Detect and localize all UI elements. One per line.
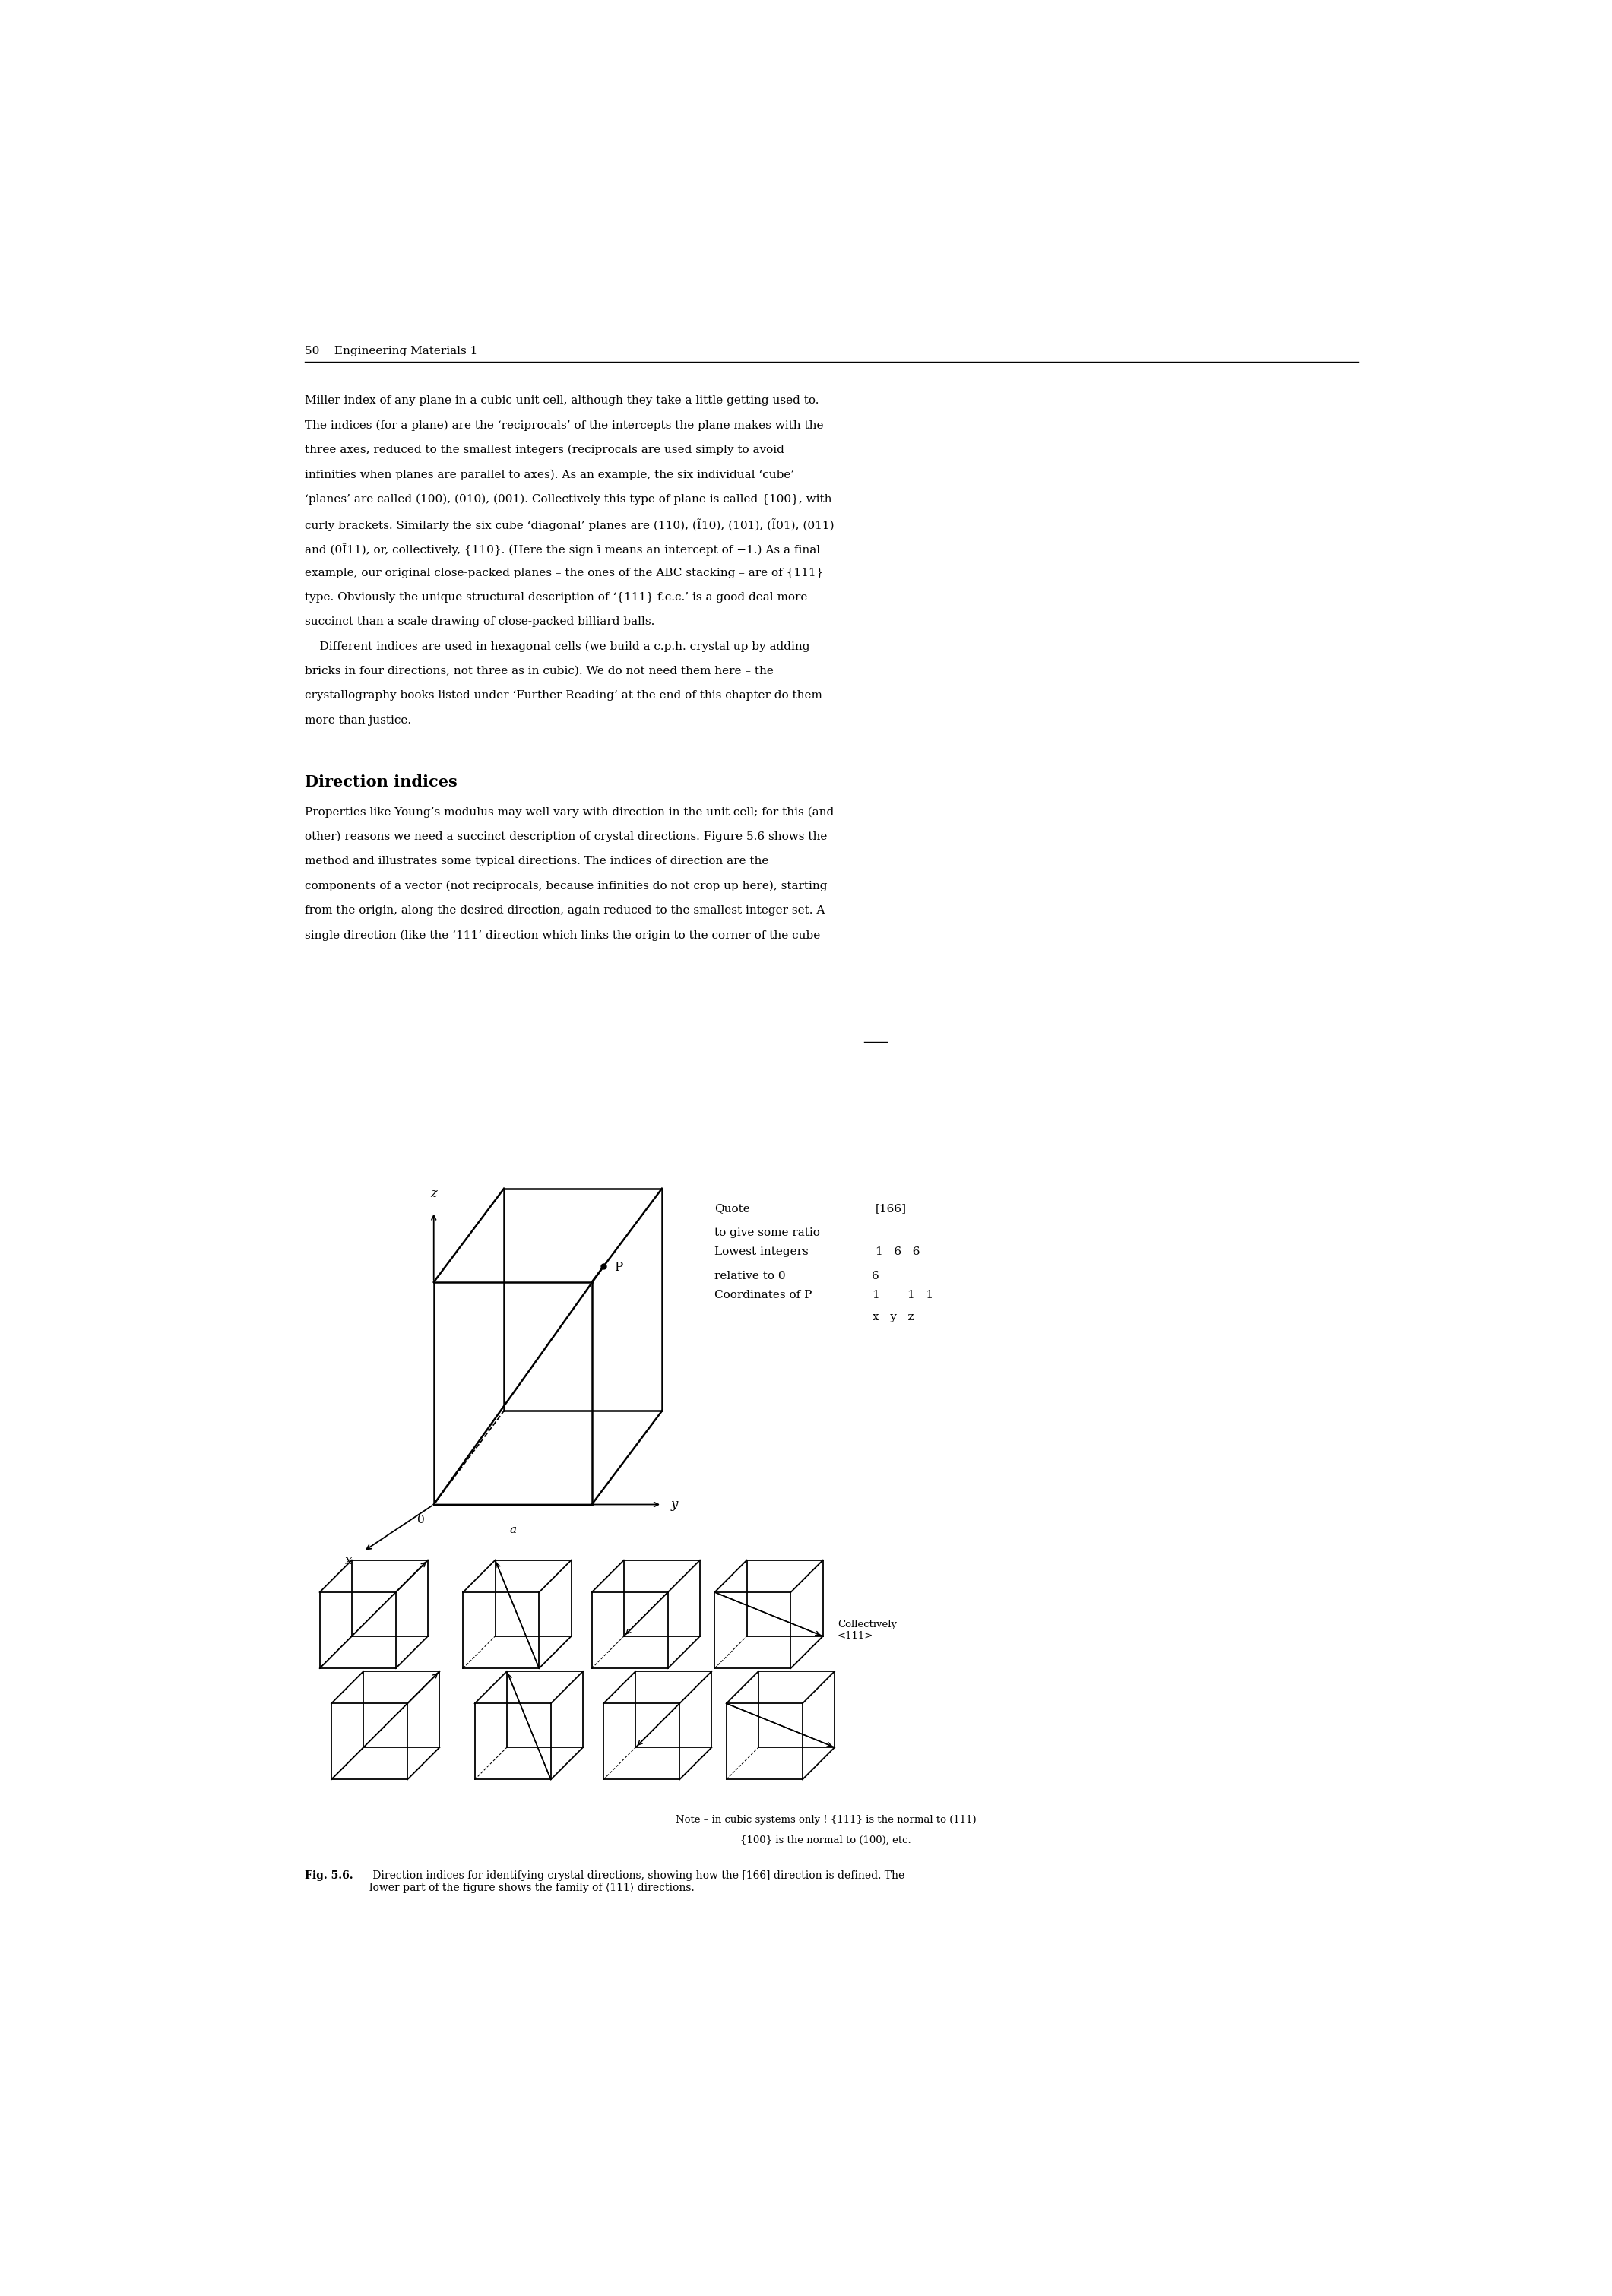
- Text: 1   6   6: 1 6 6: [875, 1247, 920, 1256]
- Text: infinities when planes are parallel to axes). As an example, the six individual : infinities when planes are parallel to a…: [305, 468, 795, 480]
- Text: [166]: [166]: [875, 1203, 908, 1215]
- Text: a: a: [509, 1525, 516, 1536]
- Text: single direction (like the ‘111’ direction which links the origin to the corner : single direction (like the ‘111’ directi…: [305, 930, 821, 941]
- Text: type. Obviously the unique structural description of ‘{111} f.c.c.’ is a good de: type. Obviously the unique structural de…: [305, 592, 808, 604]
- Text: z: z: [430, 1187, 437, 1201]
- Text: y: y: [671, 1497, 679, 1511]
- Text: example, our original close-packed planes – the ones of the ABC stacking – are o: example, our original close-packed plane…: [305, 567, 824, 579]
- Text: curly brackets. Similarly the six cube ‘diagonal’ planes are (110), (Ĩ10), (101): curly brackets. Similarly the six cube ‘…: [305, 519, 835, 530]
- Text: Fig. 5.6.: Fig. 5.6.: [305, 1871, 353, 1880]
- Text: Quote: Quote: [714, 1203, 750, 1215]
- Text: bricks in four directions, not three as in cubic). We do not need them here – th: bricks in four directions, not three as …: [305, 666, 774, 677]
- Text: Properties like Young’s modulus may well vary with direction in the unit cell; f: Properties like Young’s modulus may well…: [305, 806, 833, 817]
- Text: Different indices are used in hexagonal cells (we build a c.p.h. crystal up by a: Different indices are used in hexagonal …: [305, 641, 811, 652]
- Text: and (0Ĩ11), or, collectively, {110}. (Here the sign ī means an intercept of −1.): and (0Ĩ11), or, collectively, {110}. (He…: [305, 542, 821, 556]
- Text: Collectively
<111>: Collectively <111>: [838, 1619, 896, 1642]
- Text: 1: 1: [872, 1290, 879, 1300]
- Text: The indices (for a plane) are the ‘reciprocals’ of the intercepts the plane make: The indices (for a plane) are the ‘recip…: [305, 420, 824, 432]
- Text: more than justice.: more than justice.: [305, 714, 411, 726]
- Text: ‘planes’ are called (100), (010), (001). Collectively this type of plane is call: ‘planes’ are called (100), (010), (001).…: [305, 494, 832, 505]
- Text: to give some ratio: to give some ratio: [714, 1228, 821, 1238]
- Text: Lowest integers: Lowest integers: [714, 1247, 809, 1256]
- Text: three axes, reduced to the smallest integers (reciprocals are used simply to avo: three axes, reduced to the smallest inte…: [305, 445, 785, 455]
- Text: Direction indices: Direction indices: [305, 774, 458, 790]
- Text: components of a vector (not reciprocals, because infinities do not crop up here): components of a vector (not reciprocals,…: [305, 882, 827, 891]
- Text: 1   1: 1 1: [908, 1290, 933, 1300]
- Text: method and illustrates some typical directions. The indices of direction are the: method and illustrates some typical dire…: [305, 856, 769, 866]
- Text: Note – in cubic systems only ! {111} is the normal to (111): Note – in cubic systems only ! {111} is …: [675, 1814, 977, 1825]
- Text: Miller index of any plane in a cubic unit cell, although they take a little gett: Miller index of any plane in a cubic uni…: [305, 395, 819, 406]
- Text: x   y   z: x y z: [872, 1311, 914, 1322]
- Text: Direction indices for identifying crystal directions, showing how the [166] dire: Direction indices for identifying crysta…: [369, 1871, 904, 1894]
- Text: relative to 0: relative to 0: [714, 1272, 785, 1281]
- Text: P: P: [614, 1261, 622, 1274]
- Text: from the origin, along the desired direction, again reduced to the smallest inte: from the origin, along the desired direc…: [305, 905, 825, 916]
- Text: 6: 6: [872, 1272, 879, 1281]
- Text: other) reasons we need a succinct description of crystal directions. Figure 5.6 : other) reasons we need a succinct descri…: [305, 831, 827, 843]
- Text: 50    Engineering Materials 1: 50 Engineering Materials 1: [305, 347, 477, 356]
- Text: Coordinates of P: Coordinates of P: [714, 1290, 812, 1300]
- Text: 0: 0: [418, 1515, 426, 1525]
- Text: {100} is the normal to (100), etc.: {100} is the normal to (100), etc.: [740, 1835, 911, 1846]
- Text: succinct than a scale drawing of close-packed billiard balls.: succinct than a scale drawing of close-p…: [305, 618, 654, 627]
- Text: crystallography books listed under ‘Further Reading’ at the end of this chapter : crystallography books listed under ‘Furt…: [305, 691, 822, 700]
- Text: x: x: [345, 1554, 351, 1568]
